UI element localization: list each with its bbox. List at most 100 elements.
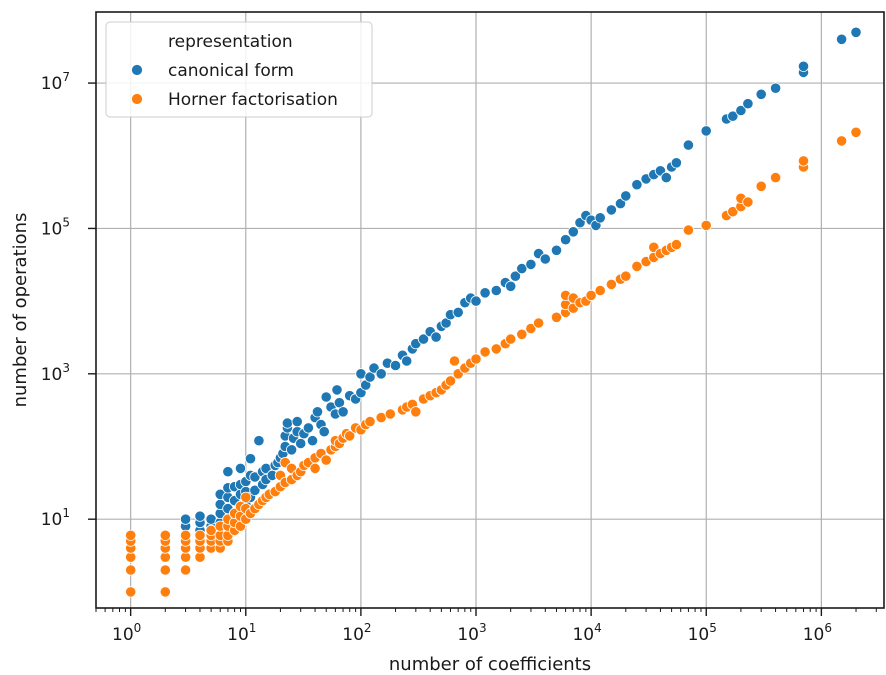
point-canonical-form: [735, 104, 747, 117]
y-tick-label: 105: [41, 215, 70, 239]
point-canonical-form: [311, 406, 324, 418]
point-horner-factorisation: [159, 529, 171, 541]
x-tick-label: 106: [803, 621, 832, 645]
point-canonical-form: [281, 417, 293, 429]
point-horner-factorisation: [180, 564, 192, 576]
point-canonical-form: [490, 284, 502, 297]
legend-box: [105, 21, 373, 118]
y-tick-label: 101: [41, 506, 70, 530]
point-horner-factorisation: [769, 172, 782, 184]
point-canonical-form: [244, 453, 257, 465]
point-canonical-form: [769, 82, 782, 94]
point-canonical-form: [539, 253, 551, 265]
point-horner-factorisation: [594, 284, 606, 297]
point-horner-factorisation: [470, 353, 482, 365]
point-horner-factorisation: [550, 311, 563, 323]
legend-marker-horner-factorisation: [131, 93, 143, 105]
point-canonical-form: [550, 244, 563, 256]
point-canonical-form: [234, 462, 247, 474]
point-horner-factorisation: [125, 564, 137, 576]
point-canonical-form: [797, 60, 810, 72]
point-canonical-form: [509, 270, 522, 282]
data-points: [125, 26, 862, 598]
point-canonical-form: [755, 88, 767, 100]
point-horner-factorisation: [797, 155, 810, 167]
point-canonical-form: [389, 359, 402, 372]
y-tick-label: 103: [41, 361, 70, 385]
point-horner-factorisation: [700, 219, 712, 231]
point-horner-factorisation: [727, 206, 739, 218]
point-canonical-form: [505, 280, 517, 292]
point-horner-factorisation: [755, 180, 767, 192]
point-canonical-form: [605, 204, 618, 216]
x-tick-label: 100: [112, 621, 141, 645]
point-canonical-form: [452, 306, 464, 318]
point-canonical-form: [375, 368, 387, 380]
point-canonical-form: [614, 198, 627, 210]
point-horner-factorisation: [448, 355, 461, 367]
point-canonical-form: [525, 258, 537, 270]
point-horner-factorisation: [742, 196, 754, 208]
point-canonical-form: [253, 435, 265, 447]
point-canonical-form: [479, 287, 491, 299]
legend-label-horner-factorisation: Horner factorisation: [168, 90, 338, 110]
point-horner-factorisation: [850, 126, 862, 138]
point-canonical-form: [727, 110, 739, 122]
x-tick-label: 102: [342, 621, 371, 645]
point-canonical-form: [470, 295, 482, 307]
point-canonical-form: [285, 444, 298, 456]
point-canonical-form: [660, 172, 672, 184]
point-canonical-form: [401, 355, 413, 367]
point-canonical-form: [430, 331, 442, 343]
point-canonical-form: [700, 125, 712, 137]
point-horner-factorisation: [631, 260, 643, 272]
point-horner-factorisation: [682, 224, 695, 236]
x-tick-label: 103: [457, 621, 486, 645]
point-horner-factorisation: [605, 278, 618, 290]
point-canonical-form: [194, 510, 206, 522]
point-horner-factorisation: [320, 454, 332, 466]
point-horner-factorisation: [505, 333, 517, 345]
point-canonical-form: [291, 415, 303, 428]
point-canonical-form: [302, 422, 314, 434]
point-horner-factorisation: [344, 430, 356, 442]
point-canonical-form: [306, 435, 319, 447]
point-horner-factorisation: [525, 322, 537, 335]
point-canonical-form: [516, 262, 528, 275]
point-canonical-form: [682, 139, 695, 151]
point-horner-factorisation: [364, 415, 376, 428]
point-canonical-form: [331, 384, 343, 396]
point-canonical-form: [180, 513, 192, 525]
x-tick-label: 101: [227, 621, 256, 645]
point-horner-factorisation: [585, 289, 597, 301]
point-horner-factorisation: [532, 317, 545, 329]
x-tick-label: 105: [688, 621, 717, 645]
legend: representation canonical form Horner fac…: [105, 21, 373, 118]
point-horner-factorisation: [125, 529, 137, 541]
point-canonical-form: [670, 157, 683, 169]
point-horner-factorisation: [309, 462, 321, 474]
point-canonical-form: [835, 33, 848, 45]
x-axis: 100 101 102 103 104 105 106: [95, 608, 877, 645]
point-horner-factorisation: [180, 529, 192, 541]
point-horner-factorisation: [444, 375, 457, 387]
point-canonical-form: [567, 226, 579, 238]
x-tick-label: 104: [572, 621, 601, 645]
point-canonical-form: [318, 426, 330, 438]
x-axis-title: number of coefficients: [389, 654, 591, 675]
y-tick-label: 107: [41, 70, 70, 94]
point-horner-factorisation: [205, 524, 217, 537]
point-horner-factorisation: [194, 529, 206, 541]
point-horner-factorisation: [384, 408, 396, 420]
legend-marker-canonical-form: [131, 64, 143, 76]
point-canonical-form: [631, 179, 643, 191]
point-canonical-form: [249, 471, 261, 483]
y-axis-title: number of operations: [10, 213, 31, 408]
point-horner-factorisation: [490, 343, 502, 355]
point-canonical-form: [320, 391, 332, 403]
plot-frame: [95, 11, 885, 609]
point-horner-factorisation: [240, 491, 252, 503]
point-canonical-form: [222, 466, 234, 478]
point-horner-factorisation: [479, 346, 491, 358]
point-horner-factorisation: [159, 586, 171, 598]
